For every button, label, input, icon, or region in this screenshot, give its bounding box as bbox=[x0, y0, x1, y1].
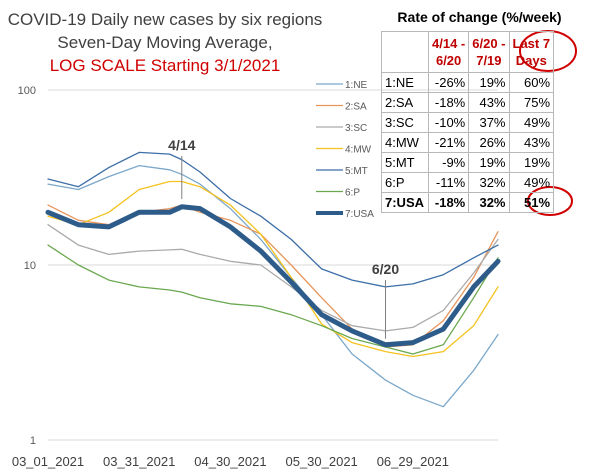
table-cell: -18% bbox=[427, 91, 470, 113]
table-cell: -10% bbox=[427, 111, 470, 133]
legend-label: 6:P bbox=[345, 188, 360, 199]
annotation-label: 6/20 bbox=[372, 261, 399, 277]
series-line-3-sc bbox=[47, 224, 499, 332]
x-tick-label: 04_30_2021 bbox=[194, 454, 266, 469]
table-header-blank bbox=[381, 30, 429, 73]
table-title-row bbox=[382, 8, 554, 31]
table-row-label: 7:USA bbox=[381, 191, 429, 213]
x-tick-label: 05_30_2021 bbox=[285, 454, 357, 469]
chart-title-log-scale: LOG SCALE Starting 3/1/2021 bbox=[49, 56, 281, 75]
x-tick-label: 03_31_2021 bbox=[103, 454, 175, 469]
table-cell: -11% bbox=[427, 171, 470, 193]
table-cell: -9% bbox=[427, 151, 470, 173]
legend-label: 7:USA bbox=[345, 209, 374, 220]
table-header-2: 6/20 -7/19 bbox=[468, 30, 510, 73]
table-row-label: 2:SA bbox=[381, 91, 429, 113]
table-row: 4:MW -21% 26% 43% bbox=[381, 131, 555, 153]
y-tick-label: 1 bbox=[30, 435, 36, 447]
table-cell: 49% bbox=[508, 111, 555, 133]
series-line-6-p bbox=[47, 244, 499, 355]
table-cell: 19% bbox=[508, 151, 555, 173]
table-cell: 43% bbox=[508, 131, 555, 153]
table-row: 1:NE -26% 19% 60% bbox=[381, 71, 555, 93]
table-cell: -26% bbox=[427, 71, 470, 93]
table-cell: 49% bbox=[508, 171, 555, 193]
chart-title-line-2: Seven-Day Moving Average, bbox=[57, 33, 273, 52]
legend-label: 4:MW bbox=[345, 145, 372, 156]
y-tick-label: 10 bbox=[24, 260, 36, 272]
chart-axes: 03_01_2021 03_31_2021 04_30_2021 05_30_2021… bbox=[12, 454, 449, 469]
series-line-7-usa bbox=[45, 204, 501, 348]
series-line-4-mw bbox=[47, 180, 499, 358]
table-row-label: 1:NE bbox=[381, 71, 429, 93]
table-row: 6:P -11% 32% 49% bbox=[381, 171, 555, 193]
annotation-label: 4/14 bbox=[168, 137, 195, 153]
table-title-cell bbox=[382, 8, 554, 31]
table-cell: 19% bbox=[468, 71, 510, 93]
table-row: 2:SA -18% 43% 75% bbox=[381, 91, 555, 113]
x-tick-label: 03_01_2021 bbox=[12, 454, 84, 469]
legend-label: 3:SC bbox=[345, 123, 367, 134]
table-cell: -21% bbox=[427, 131, 470, 153]
rate-table-title: Rate of change (%/week) bbox=[397, 9, 562, 25]
table-cell: 26% bbox=[468, 131, 510, 153]
table-header-1: 4/14 -6/20 bbox=[427, 30, 470, 73]
table-row: 5:MT -9% 19% 19% bbox=[381, 151, 555, 173]
table-cell: 19% bbox=[468, 151, 510, 173]
table-cell: -18% bbox=[427, 191, 470, 213]
table-cell: 51% bbox=[508, 191, 555, 213]
table-row-label: 3:SC bbox=[381, 111, 429, 133]
y-tick-label: 100 bbox=[18, 85, 36, 97]
legend-label: 2:SA bbox=[345, 102, 367, 113]
table-row-label: 4:MW bbox=[381, 131, 429, 153]
chart-title-line-1: COVID-19 Daily new cases by six regions bbox=[7, 10, 323, 29]
x-tick-label: 06_29_2021 bbox=[377, 454, 449, 469]
table-cell: 32% bbox=[468, 191, 510, 213]
legend-label: 5:MT bbox=[345, 166, 368, 177]
table-cell: 37% bbox=[468, 111, 510, 133]
table-cell: 32% bbox=[468, 171, 510, 193]
legend-label: 1:NE bbox=[345, 80, 368, 91]
table-row-label: 6:P bbox=[381, 171, 429, 193]
chart-series bbox=[45, 151, 501, 408]
rate-of-change-table: 4/14 -6/20 6/20 -7/19 Last 7 Days 1:NE -26% 19… bbox=[381, 8, 555, 213]
table-cell: 75% bbox=[508, 91, 555, 113]
table-cell: 43% bbox=[468, 91, 510, 113]
table-row: 3:SC -10% 37% 49% bbox=[381, 111, 555, 133]
table-header-3: Last 7 Days bbox=[508, 30, 555, 73]
chart-legend: 1:NE 2:SA 3:SC 4:MW 5:MT 6:P 7:USA bbox=[316, 80, 374, 220]
series-line-1-ne bbox=[47, 164, 499, 408]
table-row: 7:USA -18% 32% 51% bbox=[381, 191, 555, 213]
table-header-row: 4/14 -6/20 6/20 -7/19 Last 7 Days bbox=[381, 30, 555, 73]
series-line-5-mt bbox=[47, 151, 499, 288]
table-row-label: 5:MT bbox=[381, 151, 429, 173]
chart-annotations: 4/14 6/20 bbox=[168, 137, 399, 339]
table-cell: 60% bbox=[508, 71, 555, 93]
